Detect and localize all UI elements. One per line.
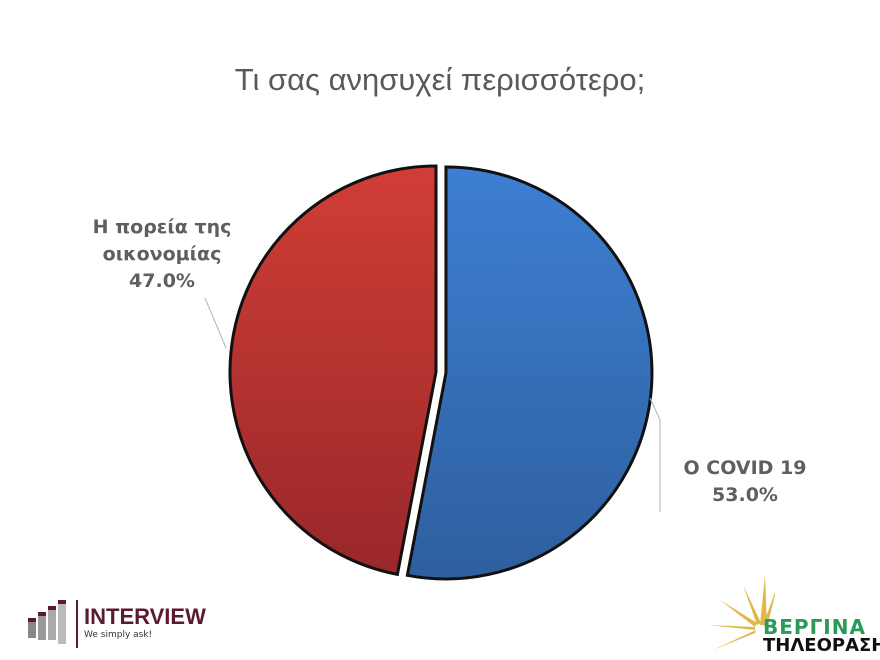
interview-logo-tagline: We simply ask! — [84, 630, 153, 640]
interview-logo-name: INTERVIEW — [84, 604, 206, 629]
leader-line-covid — [649, 397, 661, 512]
slice-value-covid: 53.0% — [712, 484, 778, 506]
vergina-logo-name: ΒΕΡΓΙΝΑ — [763, 615, 866, 639]
pie-slice-covid — [405, 165, 654, 581]
vergina-logo-subtitle: ΤΗΛΕΟΡΑΣΗ — [763, 635, 880, 656]
slice-label-economy: Η πορεία της οικονομίας — [92, 216, 232, 265]
data-label-covid: Ο COVID 19 53.0% — [670, 455, 820, 509]
chart-title: Τι σας ανησυχεί περισσότερο; — [234, 62, 646, 97]
pie-slice-economy — [228, 164, 438, 577]
slice-value-economy: 47.0% — [129, 270, 195, 292]
leader-line-economy — [204, 297, 227, 349]
vergina-logo: ΒΕΡΓΙΝΑ ΤΗΛΕΟΡΑΣΗ — [705, 575, 880, 656]
data-label-economy: Η πορεία της οικονομίας 47.0% — [72, 214, 252, 295]
vergina-sun-icon — [708, 575, 775, 650]
slice-label-covid: Ο COVID 19 — [683, 457, 807, 479]
interview-logo: INTERVIEW We simply ask! — [26, 600, 226, 648]
interview-bars-icon — [28, 600, 78, 648]
